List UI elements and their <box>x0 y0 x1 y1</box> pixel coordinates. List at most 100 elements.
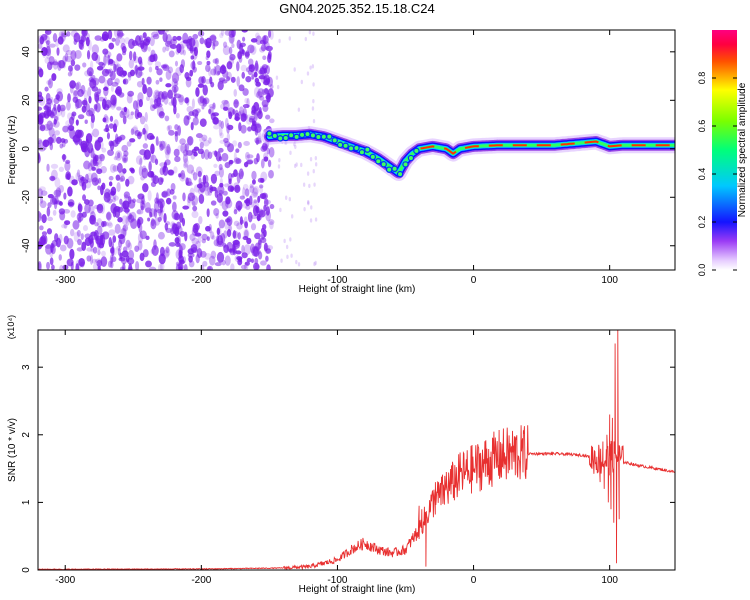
noise-blob <box>130 128 135 136</box>
noise-blob <box>257 88 265 98</box>
noise-blob <box>53 97 60 105</box>
noise-blob <box>165 69 172 81</box>
noise-blob <box>207 151 213 159</box>
noise-blob <box>150 49 156 57</box>
noise-blob <box>52 209 57 216</box>
noise-blob <box>306 71 310 76</box>
y-tick-label: 20 <box>21 94 32 106</box>
noise-blob <box>214 262 222 267</box>
noise-blob <box>244 50 250 59</box>
noise-blob <box>143 154 148 161</box>
noise-blob <box>94 231 100 242</box>
noise-blob <box>311 106 315 111</box>
noise-blob <box>262 224 267 230</box>
noise-blob <box>175 242 181 248</box>
noise-blob <box>94 35 102 41</box>
noise-blob <box>99 141 104 150</box>
snr-series-line <box>38 330 675 570</box>
noise-blob <box>261 99 269 108</box>
noise-blob <box>263 198 269 207</box>
noise-blob <box>206 50 211 58</box>
noise-blob <box>242 36 246 42</box>
noise-blob <box>184 143 189 152</box>
noise-blob <box>246 257 252 263</box>
noise-blob <box>242 187 246 198</box>
noise-blob <box>179 138 186 145</box>
noise-blob <box>208 103 215 109</box>
noise-blob <box>148 161 152 172</box>
noise-blob <box>225 196 231 205</box>
noise-blob <box>88 96 92 104</box>
noise-blob <box>149 35 155 47</box>
noise-blob <box>220 30 225 37</box>
noise-blob <box>192 205 198 212</box>
noise-blob <box>277 164 281 169</box>
noise-blob <box>312 98 315 104</box>
noise-blob <box>233 206 239 212</box>
noise-blob <box>150 248 155 255</box>
noise-blob <box>201 238 207 244</box>
noise-blob <box>47 202 52 208</box>
spectrogram-y-axis-label: Frequency (Hz) <box>7 116 18 185</box>
noise-blob <box>234 116 241 121</box>
noise-blob <box>198 193 205 204</box>
colorbar-tick-label: 0.2 <box>697 216 707 229</box>
noise-blob <box>153 208 158 218</box>
noise-blob <box>278 157 281 163</box>
noise-blob <box>116 106 122 111</box>
noise-blob <box>230 76 236 83</box>
noise-blob <box>164 115 170 122</box>
noise-blob <box>74 64 81 71</box>
noise-blob <box>38 211 42 222</box>
noise-blob <box>208 108 212 114</box>
noise-blob <box>121 202 127 210</box>
noise-blob <box>240 124 247 134</box>
ridge-blob <box>331 137 338 144</box>
noise-blob <box>188 260 195 268</box>
noise-blob <box>177 144 185 152</box>
noise-blob <box>244 188 250 197</box>
noise-blob <box>263 75 268 83</box>
ridge-blob <box>402 161 409 168</box>
noise-blob <box>97 153 105 160</box>
noise-blob <box>93 104 98 112</box>
noise-blob <box>142 182 149 193</box>
noise-blob <box>101 182 106 190</box>
noise-blob <box>192 172 198 181</box>
noise-blob <box>197 61 203 66</box>
noise-blob <box>189 47 197 52</box>
noise-blob <box>94 139 102 151</box>
noise-blob <box>229 53 236 61</box>
noise-blob <box>123 106 128 113</box>
noise-blob <box>38 43 43 49</box>
noise-blob <box>213 239 220 247</box>
noise-blob <box>237 141 242 149</box>
noise-blob <box>254 77 260 84</box>
colorbar-tick-label: 0.8 <box>697 72 707 85</box>
noise-blob <box>231 43 235 48</box>
noise-blob <box>51 73 57 82</box>
noise-blob <box>92 246 98 254</box>
noise-blob <box>89 215 96 225</box>
noise-blob <box>149 135 155 140</box>
noise-blob <box>166 188 171 197</box>
noise-blob <box>195 254 200 264</box>
noise-blob <box>174 213 180 221</box>
noise-blob <box>46 228 53 235</box>
noise-blob <box>46 261 50 270</box>
noise-blob <box>127 257 135 265</box>
noise-blob <box>269 118 275 124</box>
noise-blob <box>66 101 71 111</box>
noise-blob <box>91 52 99 62</box>
noise-blob <box>87 178 92 183</box>
noise-blob <box>217 70 221 75</box>
noise-blob <box>235 158 242 164</box>
noise-blob <box>179 64 184 74</box>
noise-blob <box>123 157 127 162</box>
spectrogram-ridge <box>261 126 675 181</box>
noise-blob <box>142 249 149 258</box>
noise-blob <box>243 140 250 147</box>
noise-blob <box>312 31 315 36</box>
noise-blob <box>117 217 123 223</box>
noise-blob <box>245 204 251 210</box>
